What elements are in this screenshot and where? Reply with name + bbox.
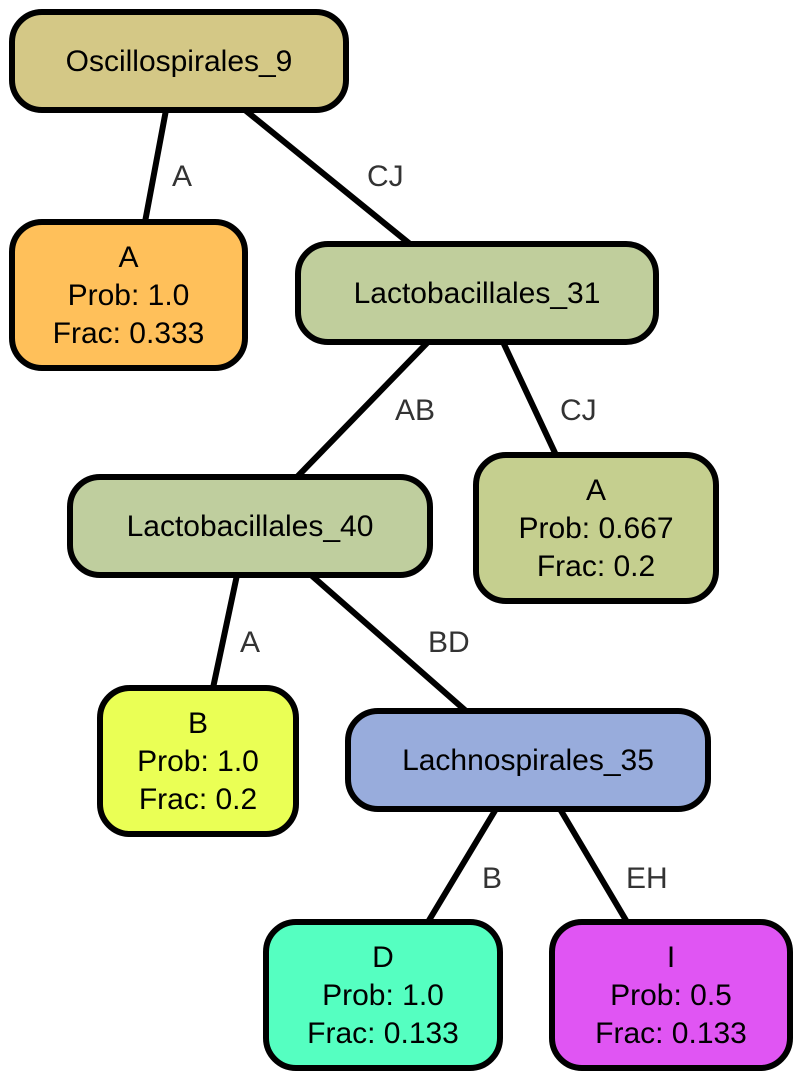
node-stat: Prob: 0.5: [610, 979, 732, 1012]
node-stat: Frac: 0.133: [595, 1017, 747, 1050]
node-n_b: B Prob: 1.0 Frac: 0.2: [97, 685, 299, 837]
node-box: [9, 219, 248, 371]
node-title: A: [586, 474, 606, 507]
edge-n_lac40-n_lach35: [308, 572, 469, 714]
node-box: [549, 919, 793, 1071]
edge-label: AB: [395, 394, 435, 427]
node-box: [345, 708, 711, 812]
node-box: [263, 919, 503, 1071]
edge-label: BD: [428, 626, 470, 659]
edge-label: A: [240, 626, 260, 659]
edge-label: CJ: [560, 394, 597, 427]
edge-label: CJ: [367, 160, 404, 193]
edge-n_lac40-n_b: [210, 572, 240, 691]
node-title: I: [667, 941, 675, 974]
node-stat: Frac: 0.133: [307, 1017, 459, 1050]
node-n_a2: A Prob: 0.667 Frac: 0.2: [473, 452, 719, 604]
node-n_a1: A Prob: 1.0 Frac: 0.333: [9, 219, 248, 371]
edge-n_lach35-n_d: [425, 806, 499, 925]
node-title: A: [118, 241, 138, 274]
node-n_lac40: Lactobacillales_40: [67, 474, 433, 578]
edge-n_osc9-n_a1: [142, 107, 169, 225]
node-n_d: D Prob: 1.0 Frac: 0.133: [263, 919, 503, 1071]
node-box: [97, 685, 299, 837]
node-stat: Prob: 1.0: [68, 279, 190, 312]
node-stat: Frac: 0.2: [139, 783, 257, 816]
node-title: Lachnospirales_35: [402, 744, 654, 777]
node-stat: Frac: 0.333: [53, 317, 205, 350]
node-box: [9, 9, 349, 113]
node-n_lac31: Lactobacillales_31: [295, 241, 659, 345]
edge-label: EH: [626, 862, 668, 895]
node-title: Lactobacillales_31: [354, 277, 601, 310]
node-n_lach35: Lachnospirales_35: [345, 708, 711, 812]
edge-n_lac31-n_lac40: [294, 339, 431, 480]
node-stat: Prob: 0.667: [518, 512, 673, 545]
node-title: D: [372, 941, 394, 974]
node-stat: Frac: 0.2: [537, 550, 655, 583]
node-stat: Prob: 1.0: [137, 745, 259, 778]
node-title: B: [188, 707, 208, 740]
node-box: [473, 452, 719, 604]
node-n_i: I Prob: 0.5 Frac: 0.133: [549, 919, 793, 1071]
edge-n_lac31-n_a2: [500, 339, 559, 458]
edge-n_osc9-n_lac31: [242, 107, 413, 247]
nodes-layer: Oscillospirales_9 A Prob: 1.0 Frac: 0.333 La…: [9, 9, 793, 1071]
node-title: Lactobacillales_40: [127, 510, 374, 543]
edge-n_lach35-n_i: [557, 806, 630, 925]
node-box: [67, 474, 433, 578]
node-stat: Prob: 1.0: [322, 979, 444, 1012]
edge-label: B: [482, 862, 502, 895]
node-box: [295, 241, 659, 345]
node-n_osc9: Oscillospirales_9: [9, 9, 349, 113]
edge-label: A: [172, 160, 192, 193]
node-title: Oscillospirales_9: [66, 45, 293, 78]
